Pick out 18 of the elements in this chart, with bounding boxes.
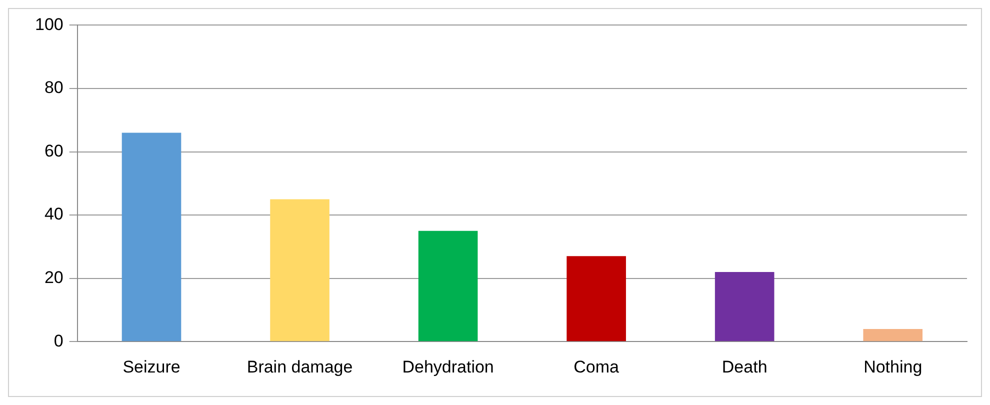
x-tick-label: Dehydration xyxy=(402,357,494,376)
bar xyxy=(566,256,626,342)
x-tick-label: Nothing xyxy=(864,357,922,376)
y-tick-label: 80 xyxy=(44,78,64,98)
bar xyxy=(270,199,330,342)
y-tick-label: 60 xyxy=(44,141,64,160)
bar xyxy=(418,230,478,342)
y-tick-label: 40 xyxy=(44,204,64,224)
y-tick-label: 100 xyxy=(34,14,64,34)
x-tick-label: Brain damage xyxy=(246,357,353,376)
y-tick-label: 20 xyxy=(44,268,64,288)
x-tick-label: Coma xyxy=(574,357,620,376)
x-tick-label: Death xyxy=(722,357,768,376)
y-tick-label: 0 xyxy=(54,331,64,350)
x-tick-label: Seizure xyxy=(122,357,180,376)
bar xyxy=(122,132,182,342)
bar xyxy=(714,272,774,342)
bar xyxy=(863,328,923,342)
